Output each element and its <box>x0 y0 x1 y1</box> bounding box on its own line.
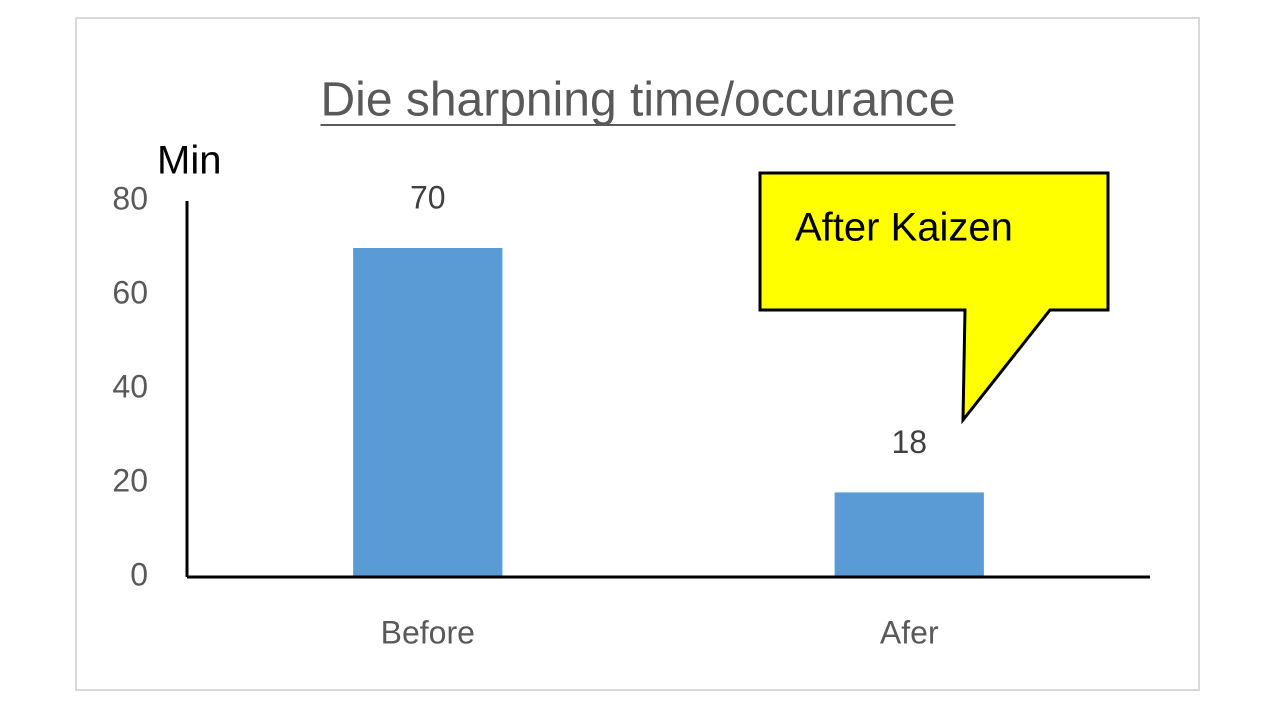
chart-frame <box>75 17 1200 691</box>
callout <box>758 171 1110 425</box>
chart-title: Die sharpning time/occurance <box>321 74 956 127</box>
x-tick-label: Before <box>381 614 475 650</box>
y-axis-label: Min <box>157 139 221 183</box>
y-tick-label: 20 <box>112 462 148 498</box>
y-tick-label: 40 <box>112 368 148 404</box>
data-label: 18 <box>891 424 927 460</box>
bar <box>353 248 503 577</box>
annotation: After Kaizen <box>795 206 1013 250</box>
y-tick-label: 60 <box>112 274 148 310</box>
bar <box>834 492 984 577</box>
x-tick-label: Afer <box>880 614 939 650</box>
y-tick-label: 0 <box>130 556 148 592</box>
y-tick-label: 80 <box>112 180 148 216</box>
data-label: 70 <box>410 179 446 215</box>
